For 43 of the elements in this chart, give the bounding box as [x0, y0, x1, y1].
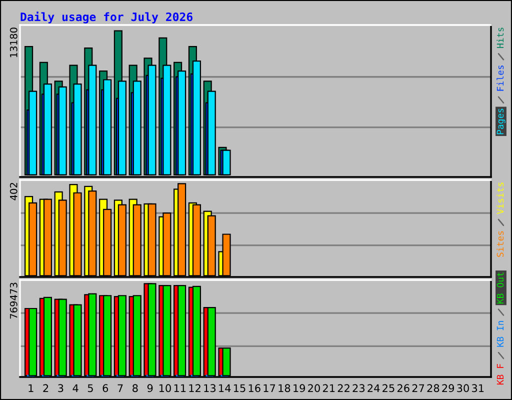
- text: 402: [10, 182, 18, 200]
- text: Files: [496, 66, 504, 91]
- x-tick-label: 16: [248, 384, 260, 392]
- x-tick-label: 8: [132, 384, 138, 392]
- text: 769473: [10, 282, 18, 319]
- text: Visits: [496, 182, 504, 214]
- x-tick-label: 19: [294, 384, 306, 392]
- x-tick-label: 15: [234, 384, 246, 392]
- x-tick-label: 10: [159, 384, 171, 392]
- chart-title: Daily usage for July 2026: [20, 12, 192, 24]
- x-tick-label: 14: [219, 384, 231, 392]
- text: 13180: [10, 28, 18, 58]
- x-tick-label: 28: [427, 384, 440, 392]
- text: Sites: [496, 231, 504, 257]
- x-tick-label: 22: [338, 384, 350, 392]
- x-tick-label: 30: [457, 384, 469, 392]
- x-tick-label: 11: [174, 384, 186, 392]
- x-tick-label: 7: [118, 384, 123, 392]
- x-tick-label: 24: [368, 384, 380, 392]
- x-tick-label: 6: [102, 384, 108, 392]
- x-tick-label: 9: [147, 384, 153, 392]
- x-tick-label: 20: [308, 384, 320, 392]
- text: KB F: [496, 364, 504, 385]
- text: Pages: [496, 108, 506, 134]
- x-tick-label: 13: [204, 384, 216, 392]
- text: KB In: [496, 321, 504, 347]
- x-tick-label: 27: [412, 384, 424, 392]
- x-tick-label: 5: [88, 384, 93, 392]
- x-tick-label: 25: [382, 384, 394, 392]
- x-tick-label: 18: [278, 384, 290, 392]
- x-tick-label: 31: [472, 384, 484, 392]
- x-tick-label: 4: [72, 384, 78, 392]
- text: Hits: [496, 28, 504, 48]
- x-tick-label: 17: [264, 384, 276, 392]
- x-tick-label: 23: [352, 384, 365, 392]
- x-tick-label: 3: [58, 384, 64, 392]
- x-tick-label: 12: [189, 384, 200, 392]
- x-tick-label: 2: [43, 384, 48, 392]
- x-tick-label: 1: [28, 384, 34, 392]
- x-tick-label: 26: [397, 384, 410, 392]
- x-tick-label: 21: [322, 384, 335, 392]
- x-tick-label: 29: [442, 384, 454, 392]
- text: KB Out: [496, 272, 504, 304]
